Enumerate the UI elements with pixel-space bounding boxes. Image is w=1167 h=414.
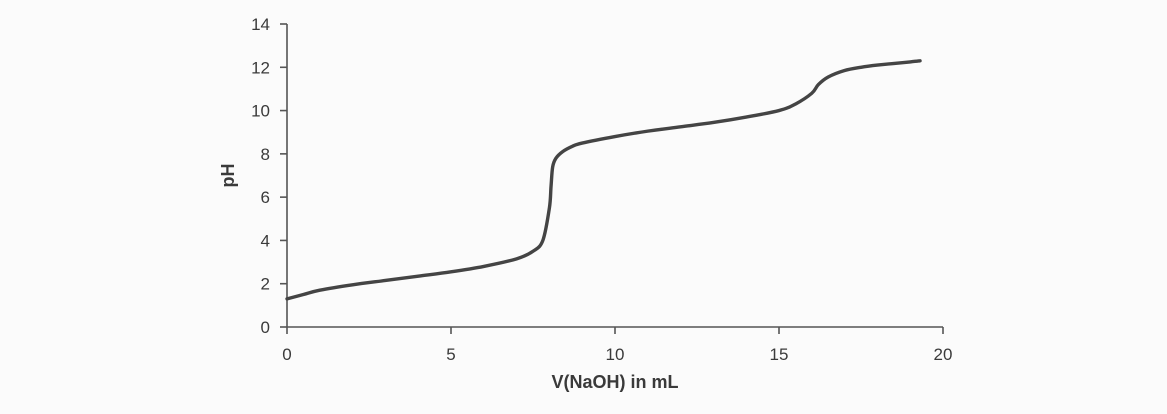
y-axis-title: pH [218,164,238,188]
y-tick-label: 0 [261,318,270,337]
x-tick-label: 20 [934,345,953,364]
x-tick-label: 15 [770,345,789,364]
y-tick-label: 10 [251,102,270,121]
y-tick-label: 8 [261,145,270,164]
x-ticks: 0 5 10 15 20 [282,327,952,364]
y-tick-label: 14 [251,15,270,34]
x-tick-label: 10 [606,345,625,364]
titration-curve-line [285,59,922,301]
y-tick-label: 4 [261,231,270,250]
series-layer [285,59,922,301]
y-ticks: 0 2 4 6 8 10 12 14 [251,15,287,337]
y-tick-label: 6 [261,188,270,207]
x-tick-label: 0 [282,345,291,364]
y-tick-label: 2 [261,275,270,294]
x-tick-label: 5 [446,345,455,364]
x-axis-title: V(NaOH) in mL [551,372,678,392]
y-tick-label: 12 [251,58,270,77]
